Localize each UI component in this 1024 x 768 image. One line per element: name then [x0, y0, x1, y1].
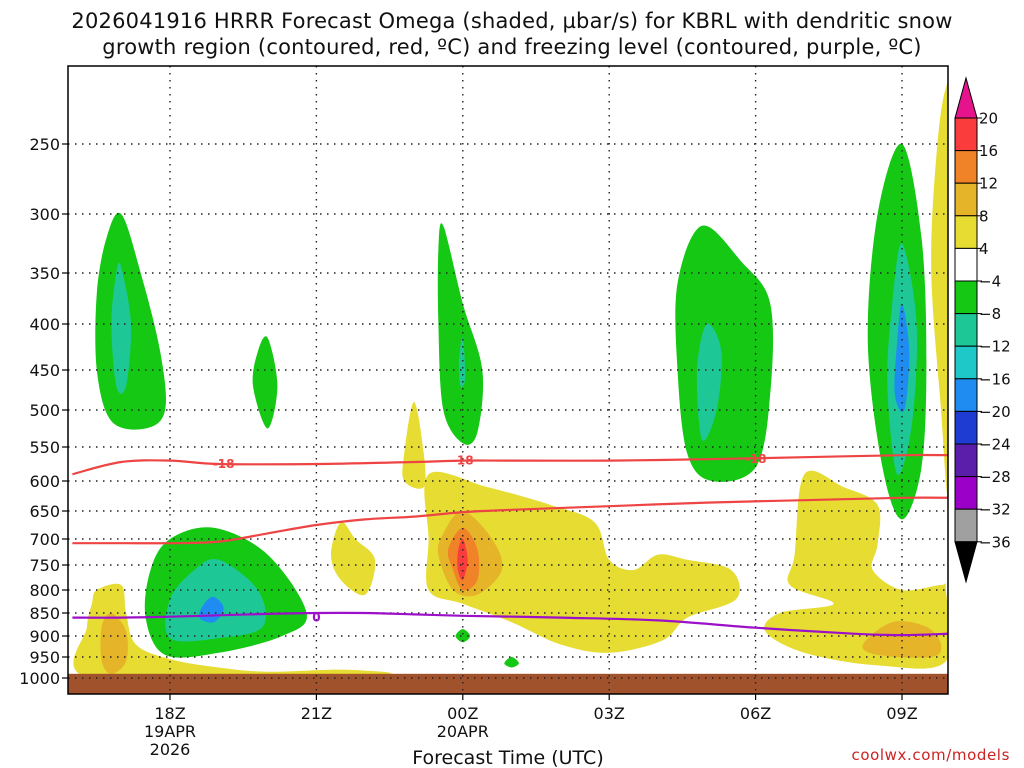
- x-tick-sublabel: 20APR: [437, 722, 489, 741]
- omega-region-16: [402, 402, 426, 489]
- colorbar-box-0: [954, 117, 978, 152]
- omega-region-4: [458, 337, 466, 388]
- colorbar: 20 16 12 8 4 −4 −8 −12 −16 −20 −24 −28 −32 −36: [954, 76, 1011, 584]
- dgz-contour-0: [72, 453, 948, 476]
- y-tick-label-450: 450: [29, 361, 60, 380]
- colorbar-label--8: −8: [979, 305, 1001, 323]
- colorbar-box-12: [954, 508, 978, 543]
- colorbar-label-12: 12: [979, 175, 998, 193]
- colorbar-label--4: −4: [979, 273, 1001, 291]
- colorbar-label--16: −16: [979, 370, 1011, 388]
- contour-lines-layer: -18 -18 -18 0: [72, 452, 948, 637]
- chart-title: 2026041916 HRRR Forecast Omega (shaded, …: [0, 8, 1024, 60]
- omega-region-20: [457, 538, 468, 581]
- axes-layer: 250 300 350 400 450 500 550 600 650 700 750 800 850 9…: [19, 65, 949, 759]
- colorbar-box-3: [954, 215, 978, 249]
- colorbar-box-2: [954, 182, 978, 217]
- y-tick-label-350: 350: [29, 264, 60, 283]
- colorbar-label--36: −36: [979, 533, 1011, 551]
- dgz-contour-label: -18: [213, 457, 235, 471]
- x-tick-label-03Z: 03Z: [594, 704, 625, 723]
- omega-region-17: [424, 471, 740, 653]
- y-tick-label-800: 800: [29, 581, 60, 600]
- omega-region-14: [100, 612, 128, 674]
- colorbar-label--12: −12: [979, 338, 1011, 356]
- x-tick-label-18Z: 18Z: [154, 704, 185, 723]
- colorbar-bottom-triangle: [954, 541, 978, 584]
- y-tick-label-400: 400: [29, 315, 60, 334]
- colorbar-box-5: [954, 280, 978, 315]
- colorbar-box-9: [954, 410, 978, 445]
- colorbar-label--28: −28: [979, 468, 1011, 486]
- plot-border: [67, 65, 949, 695]
- colorbar-label--24: −24: [979, 436, 1011, 454]
- omega-region-9: [894, 303, 910, 413]
- colorbar-top-triangle: [954, 76, 978, 119]
- colorbar-box-10: [954, 443, 978, 478]
- colorbar-label-20: 20: [979, 110, 998, 128]
- omega-region-5: [675, 225, 774, 482]
- omega-region-3: [437, 223, 484, 445]
- colorbar-box-11: [954, 476, 978, 510]
- y-tick-label-500: 500: [29, 401, 60, 420]
- y-tick-label-700: 700: [29, 530, 60, 549]
- dgz-contour-label: -18: [745, 452, 767, 466]
- dgz-contour-1: [72, 496, 948, 545]
- y-tick-label-600: 600: [29, 472, 60, 491]
- colorbar-box-8: [954, 378, 978, 412]
- colorbar-label--32: −32: [979, 501, 1011, 519]
- x-tick-label-21Z: 21Z: [301, 704, 332, 723]
- x-tick-label-09Z: 09Z: [886, 704, 917, 723]
- x-tick-sublabel: 19APR: [144, 722, 196, 741]
- omega-region-22: [862, 621, 942, 658]
- y-tick-label-550: 550: [29, 438, 60, 457]
- omega-region-2: [252, 336, 278, 429]
- omega-region-6: [696, 323, 722, 441]
- y-tick-label-650: 650: [29, 502, 60, 521]
- omega-region-15: [331, 521, 376, 596]
- colorbar-box-4: [954, 247, 978, 282]
- colorbar-box-7: [954, 345, 978, 380]
- freezing-level-label: 0: [312, 611, 320, 625]
- y-tick-label-1000: 1000: [19, 669, 60, 688]
- y-tick-label-750: 750: [29, 556, 60, 575]
- omega-region-24: [455, 629, 471, 643]
- colorbar-label--20: −20: [979, 403, 1011, 421]
- y-tick-label-900: 900: [29, 627, 60, 646]
- y-tick-label-250: 250: [29, 135, 60, 154]
- omega-region-23: [931, 79, 948, 503]
- y-tick-label-950: 950: [29, 648, 60, 667]
- terrain-layer: [68, 673, 948, 694]
- omega-region-1: [111, 262, 132, 394]
- dgz-contour-label: -18: [452, 454, 474, 468]
- y-tick-label-300: 300: [29, 205, 60, 224]
- colorbar-label-16: 16: [979, 142, 998, 160]
- x-tick-sublabel: 2026: [150, 740, 191, 759]
- terrain-ground: [68, 673, 948, 694]
- colorbar-box-6: [954, 313, 978, 347]
- freezing-level-contour: [72, 611, 948, 637]
- chart-title-line2: growth region (contoured, red, ºC) and f…: [102, 35, 922, 59]
- y-tick-label-850: 850: [29, 604, 60, 623]
- x-axis-label: Forecast Time (UTC): [412, 747, 603, 768]
- chart-title-line1: 2026041916 HRRR Forecast Omega (shaded, …: [71, 9, 953, 33]
- colorbar-box-1: [954, 150, 978, 184]
- credit-text: coolwx.com/models: [851, 746, 1010, 764]
- colorbar-label-8: 8: [979, 207, 989, 225]
- x-tick-label-00Z: 00Z: [447, 704, 478, 723]
- omega-region-25: [504, 657, 519, 668]
- colorbar-label-4: 4: [979, 240, 989, 258]
- omega-shading-layer: [73, 79, 948, 682]
- x-tick-label-06Z: 06Z: [740, 704, 771, 723]
